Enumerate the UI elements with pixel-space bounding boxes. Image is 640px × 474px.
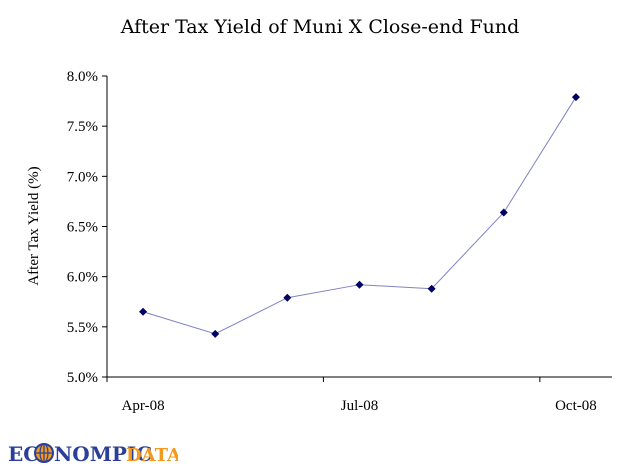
data-point — [283, 293, 292, 302]
x-tick-label: Jul-08 — [341, 398, 379, 414]
y-axis-ticks: 5.0% 5.5% 6.0% 6.5% 7.0% 7.5% 8.0% — [67, 69, 107, 386]
data-point — [355, 280, 364, 289]
data-point — [211, 329, 220, 338]
y-tick-label: 7.5% — [67, 119, 98, 135]
series-line — [142, 96, 577, 335]
svg-text:EC: EC — [8, 442, 39, 466]
economicdata-logo: EC NOMPIC DATA — [8, 442, 178, 466]
chart-title: After Tax Yield of Muni X Close-end Fund — [120, 16, 520, 38]
x-tick-label: Apr-08 — [122, 398, 165, 414]
y-tick-label: 6.0% — [67, 270, 98, 286]
y-tick-label: 8.0% — [67, 69, 98, 85]
axes — [106, 76, 612, 378]
y-tick-label: 6.5% — [67, 220, 98, 236]
svg-text:DATA: DATA — [126, 445, 178, 466]
y-axis-title: After Tax Yield (%) — [26, 166, 42, 285]
y-tick-label: 7.0% — [67, 169, 98, 185]
data-point — [139, 307, 148, 316]
data-point — [499, 208, 508, 217]
x-tick-label: Oct-08 — [555, 398, 597, 414]
data-point — [571, 93, 580, 102]
x-axis-ticks: Apr-08 Jul-08 Oct-08 — [106, 377, 597, 414]
y-tick-label: 5.0% — [67, 370, 98, 386]
y-tick-label: 5.5% — [67, 320, 98, 336]
data-point — [427, 284, 436, 293]
series-group — [139, 93, 580, 338]
svg-text:NOMPIC: NOMPIC — [54, 442, 152, 466]
